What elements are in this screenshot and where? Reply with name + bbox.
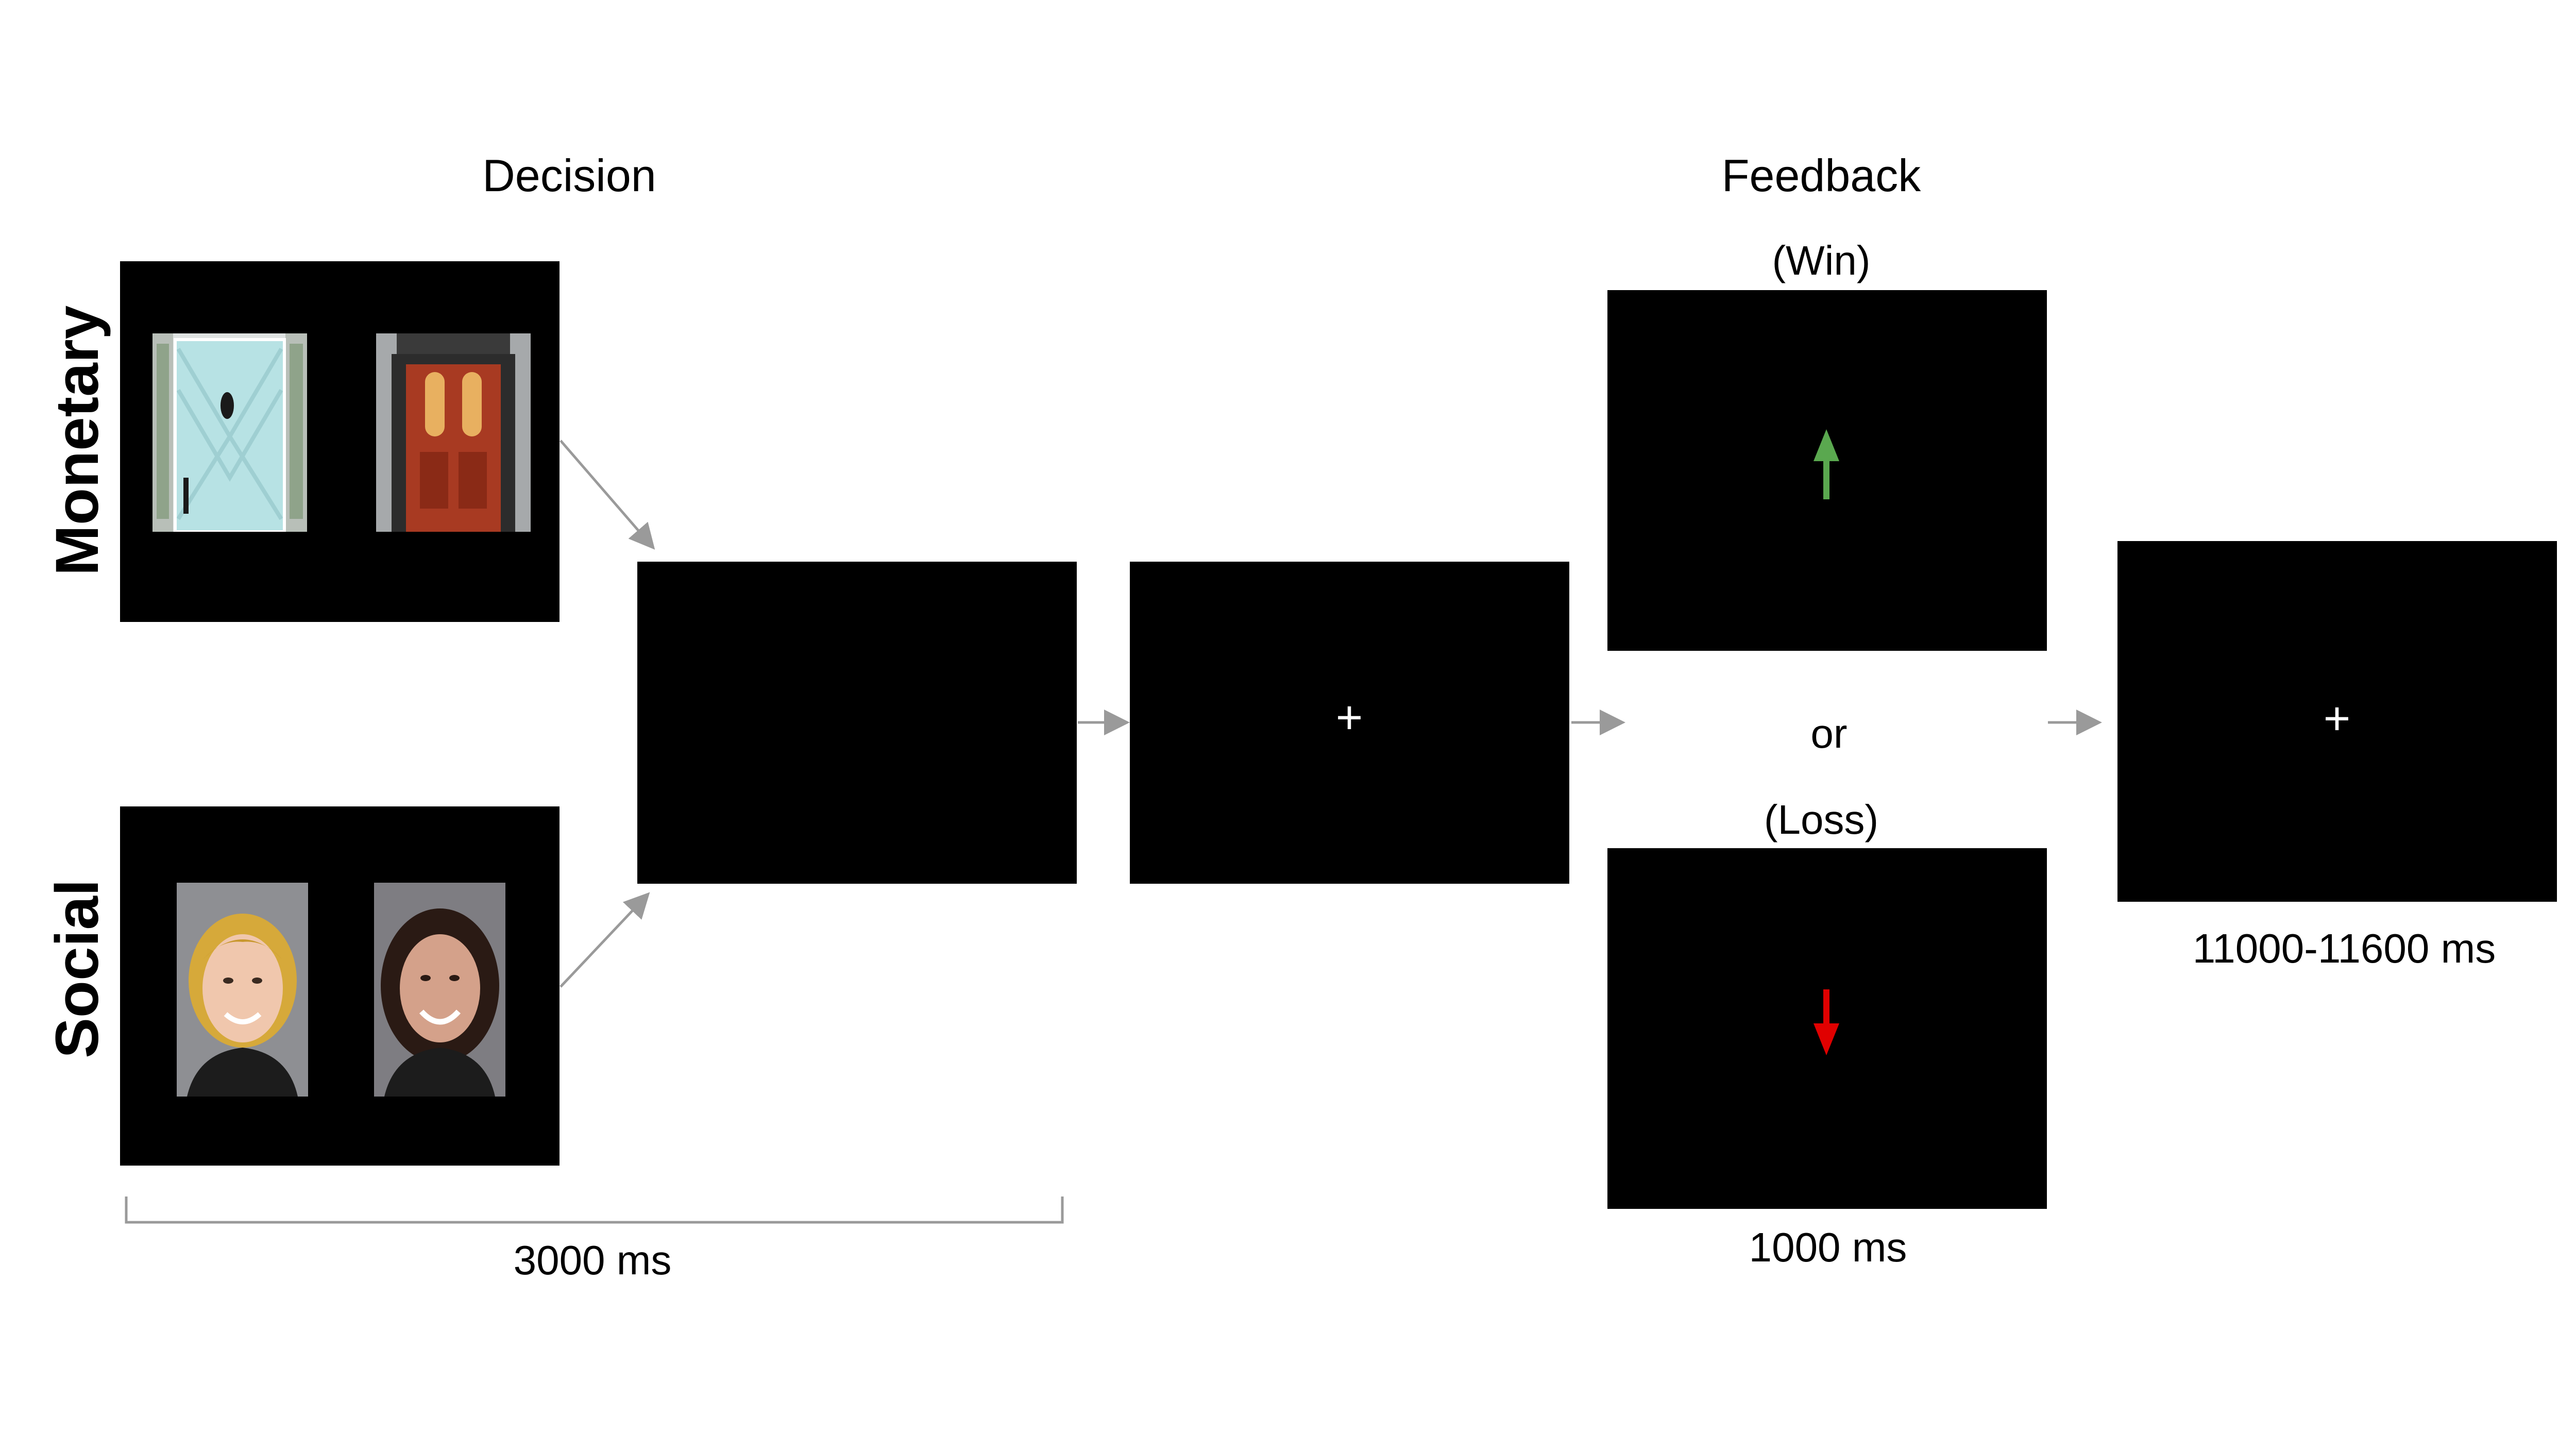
- red-door-icon: [376, 333, 531, 532]
- monetary-to-blank-arrow: [560, 440, 655, 550]
- win-feedback-screen: [1607, 290, 2047, 651]
- fixation-cross-icon: +: [2323, 693, 2351, 745]
- win-label: (Win): [1772, 238, 1871, 283]
- face-left-icon: [177, 883, 308, 1097]
- feedback-duration-label: 1000 ms: [1749, 1224, 1907, 1270]
- loss-feedback-screen: [1607, 848, 2047, 1209]
- feedback-heading: Feedback: [1721, 150, 1921, 201]
- up-arrow-icon: [1814, 429, 1839, 499]
- fixation-cross-icon: +: [1335, 692, 1363, 744]
- social-decision-screen: [120, 806, 560, 1166]
- social-to-blank-arrow: [560, 892, 650, 988]
- decision-heading: Decision: [482, 150, 656, 201]
- monetary-decision-screen: [120, 261, 560, 622]
- face-left-image: [177, 883, 308, 1097]
- blue-door-icon: [152, 333, 307, 532]
- iti-duration-label: 11000-11600 ms: [2192, 925, 2496, 971]
- down-arrow-icon: [1814, 989, 1839, 1055]
- or-label: or: [1810, 711, 1848, 756]
- face-right-icon: [374, 883, 505, 1097]
- loss-label: (Loss): [1764, 797, 1879, 843]
- face-right-image: [374, 883, 505, 1097]
- fixation-screen: +: [1130, 562, 1569, 884]
- decision-duration-bracket: [125, 1197, 1064, 1224]
- blue-door-image: [152, 333, 307, 532]
- decision-duration-label: 3000 ms: [513, 1237, 672, 1283]
- red-door-image: [376, 333, 531, 532]
- blank-screen: [637, 562, 1077, 884]
- iti-fixation-screen: +: [2117, 541, 2557, 902]
